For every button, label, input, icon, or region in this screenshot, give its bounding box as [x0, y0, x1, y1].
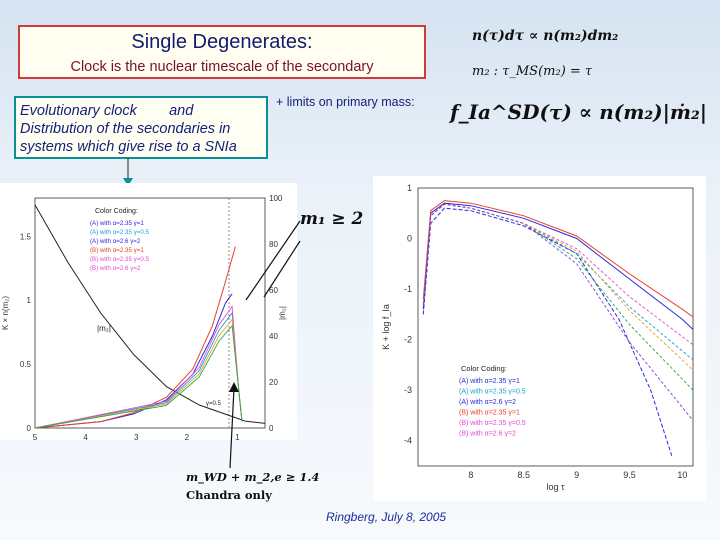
- chart1-x-tick: 4: [83, 433, 88, 440]
- evolutionary-line-1: Evolutionary clock and: [20, 103, 194, 119]
- chart1-y-label: K × n(m₂): [1, 296, 10, 330]
- chart1-series-line: [34, 324, 243, 429]
- chart2-y-tick: -4: [404, 436, 412, 446]
- m1-limit-arrows: [245, 220, 301, 301]
- formula-chandra-condition: m_WD + m_2,e ≥ 1.4: [186, 470, 320, 484]
- chart2-legend-entry: (A) with α=2.35 γ=0.5: [459, 389, 526, 396]
- chart2-series-line: [422, 203, 694, 346]
- chart1-series-line: [34, 246, 236, 429]
- chart2-series-line: [422, 207, 673, 457]
- chart2-y-label: K + log f_Ia: [381, 304, 391, 350]
- chart1-legend-title: Color Coding:: [95, 208, 138, 215]
- chart1-annotation-mdot: |m₂|: [97, 324, 111, 333]
- chart1-legend-entry: (B) with α=2.35 γ=0.5: [90, 256, 150, 263]
- chart1-frame: [34, 197, 266, 429]
- chart1-y-right-tick: 80: [269, 240, 278, 249]
- chart1-y-tick: 0: [27, 424, 32, 433]
- chart2-y-tick: 0: [407, 234, 412, 244]
- chart2-y-tick: -1: [404, 284, 412, 294]
- title-box: Single Degenerates: Clock is the nuclear…: [18, 25, 426, 79]
- primary-mass-limits-label: + limits on primary mass:: [276, 95, 415, 109]
- chart1-y-right-tick: 0: [269, 424, 274, 433]
- evolutionary-line-3: systems which give rise to a SNIa: [20, 139, 237, 155]
- chart2-legend-entry: (A) with α=2.35 γ=1: [459, 378, 520, 385]
- formula-number-relation: n(τ)dτ ∝ n(m₂)dm₂: [472, 28, 619, 44]
- chart2-series-line: [422, 203, 694, 421]
- formula-ms-lifetime: m₂ : τ_MS(m₂) = τ: [472, 64, 593, 79]
- chart1-y-tick: 1.5: [20, 232, 32, 241]
- chart2-x-tick: 9: [574, 470, 579, 480]
- chart2-legend-entry: (B) with α=2.35 γ=0.5: [459, 420, 526, 427]
- chart2-x-label: log τ: [546, 482, 565, 492]
- formula-sn-rate: f_Ia^SD(τ) ∝ n(m₂)|ṁ₂|: [450, 100, 708, 124]
- chart1-x-tick: 1: [235, 433, 240, 440]
- chart2-legend-entry: (A) with α=2.6 γ=2: [459, 399, 516, 406]
- chart1-y-tick: 1: [27, 296, 32, 305]
- chart1-legend-entry: (B) with α=2.6 γ=2: [90, 265, 141, 272]
- chart1-y-right-tick: 60: [269, 286, 278, 295]
- chart1-x-tick: 2: [185, 433, 190, 440]
- chart1-y-tick: 0.5: [20, 360, 32, 369]
- chart1-annotation-gamma: γ=0.5: [206, 401, 222, 407]
- chart1-legend-entry: (A) with α=2.35 γ=0.5: [90, 229, 150, 236]
- evolutionary-line-2: Distribution of the secondaries in: [20, 121, 231, 137]
- slide-title: Single Degenerates:: [131, 31, 313, 53]
- chart2-x-tick: 9.5: [623, 470, 636, 480]
- chart2-x-tick: 8: [468, 470, 473, 480]
- chart2-series-line: [422, 203, 694, 361]
- footer-date: Ringberg, July 8, 2005: [326, 510, 447, 524]
- chart1-y-right-label: |ṁ₂|: [278, 306, 287, 320]
- chart2-series-line: [422, 200, 694, 318]
- chart1-y-right-tick: 20: [269, 378, 278, 387]
- chart2-legend-title: Color Coding:: [461, 364, 507, 373]
- chart2-y-tick: -3: [404, 385, 412, 395]
- chart2-legend-entry: (B) with α=2.35 γ=1: [459, 410, 520, 417]
- chart1-legend-entry: (B) with α=2.35 γ=1: [90, 247, 144, 254]
- chart2-y-tick: 1: [407, 183, 412, 193]
- chart2-x-tick: 10: [677, 470, 687, 480]
- chart2-series-line: [422, 202, 694, 330]
- chart2-frame: [417, 187, 694, 467]
- chart1-x-tick: 5: [33, 433, 38, 440]
- chart2-y-tick: -2: [404, 335, 412, 345]
- chart2-legend-entry: (B) with α=2.6 γ=2: [459, 431, 516, 438]
- chart1-series-line: [34, 305, 243, 429]
- chart1-legend-entry: (A) with α=2.35 γ=1: [90, 220, 144, 227]
- chart1-series-line: [34, 204, 266, 424]
- slide-subtitle: Clock is the nuclear timescale of the se…: [70, 59, 374, 75]
- evolutionary-clock-text: Evolutionary clock and Distribution of t…: [20, 102, 266, 156]
- chart1-x-tick: 3: [134, 433, 139, 440]
- chart2-x-tick: 8.5: [518, 470, 531, 480]
- chart1-legend-entry: (A) with α=2.6 γ=2: [90, 238, 141, 245]
- evolutionary-clock-box: Evolutionary clock and Distribution of t…: [14, 96, 268, 159]
- pointer-arrow: [123, 158, 133, 186]
- formula-primary-limit: m₁ ≥ 2: [300, 209, 364, 229]
- chart1-y-right-tick: 40: [269, 332, 278, 341]
- chandra-only-label: Chandra only: [186, 488, 272, 502]
- chandra-arrow: [229, 382, 239, 469]
- chart1-y-right-tick: 100: [269, 194, 283, 203]
